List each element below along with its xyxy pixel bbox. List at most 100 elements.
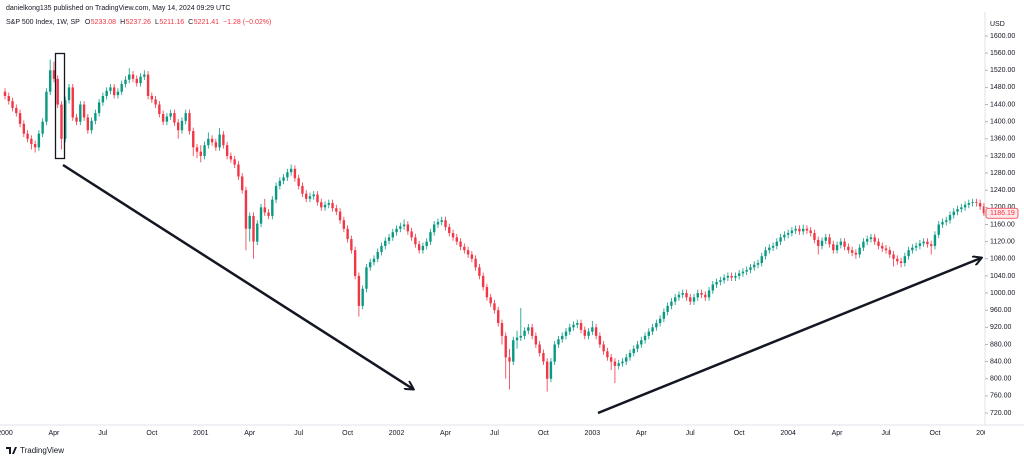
footer-logo: TradingView bbox=[6, 446, 64, 455]
candle-body bbox=[105, 90, 108, 96]
candle-body bbox=[557, 339, 560, 345]
candle-body bbox=[399, 226, 402, 229]
candle-body bbox=[839, 241, 843, 246]
candle-body bbox=[918, 243, 922, 246]
candle-body bbox=[734, 275, 737, 278]
legend-label: C bbox=[188, 19, 193, 26]
candle-body bbox=[18, 113, 22, 124]
candle-body bbox=[843, 241, 846, 247]
candle-body bbox=[722, 277, 726, 281]
candle-body bbox=[327, 203, 330, 205]
candle-body bbox=[116, 91, 120, 96]
x-tick-label: 2005 bbox=[976, 430, 992, 437]
footer: TradingView bbox=[20, 446, 64, 455]
candle-body bbox=[222, 134, 225, 146]
candle-body bbox=[628, 353, 632, 358]
candle-body bbox=[240, 176, 244, 191]
candle-body bbox=[451, 233, 455, 238]
candle-body bbox=[749, 267, 752, 270]
candle-body bbox=[128, 74, 131, 80]
candle-body bbox=[794, 228, 797, 231]
candle-body bbox=[342, 220, 346, 229]
candle-body bbox=[463, 246, 466, 251]
candle-body bbox=[538, 344, 541, 354]
candle-body bbox=[591, 327, 594, 332]
candle-body bbox=[86, 117, 90, 131]
candle-body bbox=[214, 142, 218, 148]
candle-body bbox=[651, 327, 654, 332]
candle-body bbox=[478, 267, 481, 276]
candle-body bbox=[90, 120, 93, 131]
candle-body bbox=[101, 95, 105, 103]
candle-body bbox=[764, 250, 767, 257]
candle-body bbox=[576, 323, 579, 325]
candle-body bbox=[436, 221, 440, 225]
legend-row: S&P 500 Index, 1W, SP O 5233.08 H 5237.26 L 5… bbox=[6, 19, 271, 26]
y-tick-label: 1320.00 bbox=[990, 153, 1015, 160]
candle-body bbox=[549, 361, 553, 379]
candle-body bbox=[497, 310, 500, 324]
candle-body bbox=[975, 202, 978, 204]
candle-body bbox=[545, 361, 549, 379]
candle-body bbox=[71, 87, 74, 118]
candle-body bbox=[346, 228, 349, 240]
candle-body bbox=[75, 117, 78, 122]
candle-body bbox=[433, 224, 436, 233]
candle-body bbox=[376, 251, 379, 259]
candle-body bbox=[640, 340, 643, 345]
candle-body bbox=[613, 361, 617, 366]
candle-body bbox=[941, 221, 944, 225]
down-arrow bbox=[62, 163, 413, 389]
candle-body bbox=[933, 234, 937, 246]
candle-body bbox=[689, 297, 692, 302]
candle-body bbox=[79, 104, 82, 122]
candle-body bbox=[440, 220, 443, 222]
candle-body bbox=[308, 196, 312, 199]
candle-body bbox=[143, 74, 146, 77]
plot bbox=[3, 59, 985, 392]
candle-body bbox=[414, 237, 417, 245]
y-tick-label: 840.00 bbox=[990, 358, 1012, 365]
x-tick-label: Jul bbox=[490, 430, 499, 437]
candle-body bbox=[862, 241, 865, 248]
candle-body bbox=[929, 244, 933, 246]
candle-body bbox=[937, 224, 940, 235]
x-tick-label: Oct bbox=[930, 430, 941, 437]
candle-body bbox=[583, 329, 587, 336]
x-axis: 2000 Apr Jul Oct 2001 Apr Jul Oct 2002 Apr Jul Oct 2… bbox=[0, 430, 992, 437]
candle-body bbox=[523, 330, 526, 336]
candle-body bbox=[271, 199, 274, 216]
candle-body bbox=[154, 99, 157, 105]
symbol: S&P 500 Index, 1W, SP bbox=[6, 19, 80, 26]
candle-body bbox=[911, 247, 914, 251]
candle-body bbox=[737, 273, 741, 276]
candle-body bbox=[218, 134, 221, 148]
candle-body bbox=[530, 327, 534, 336]
candle-body bbox=[553, 344, 556, 362]
candle-body bbox=[169, 113, 172, 117]
candle-body bbox=[33, 143, 37, 148]
x-tick-label: 2001 bbox=[193, 430, 209, 437]
candle-body bbox=[350, 239, 353, 251]
y-tick-label: 1360.00 bbox=[990, 136, 1015, 143]
candle-body bbox=[365, 267, 368, 289]
candle-body bbox=[3, 91, 7, 96]
candle-body bbox=[448, 227, 451, 234]
candle-body bbox=[670, 301, 673, 306]
candle-body bbox=[568, 327, 571, 332]
candle-body bbox=[237, 164, 240, 177]
x-tick-label: Jul bbox=[882, 430, 891, 437]
candle-body bbox=[817, 239, 820, 246]
candle-body bbox=[662, 311, 666, 319]
up-arrow bbox=[597, 258, 981, 415]
y-tick-label: 1240.00 bbox=[990, 187, 1015, 194]
y-tick-label: 760.00 bbox=[990, 393, 1012, 400]
legend-value: 5233.08 bbox=[91, 19, 116, 26]
x-tick-label: Apr bbox=[636, 430, 648, 437]
candle-body bbox=[850, 250, 854, 253]
candle-body bbox=[865, 239, 869, 242]
candle-body bbox=[7, 95, 10, 102]
candle-body bbox=[515, 337, 519, 341]
candle-body bbox=[459, 241, 462, 247]
candle-body bbox=[873, 237, 876, 242]
